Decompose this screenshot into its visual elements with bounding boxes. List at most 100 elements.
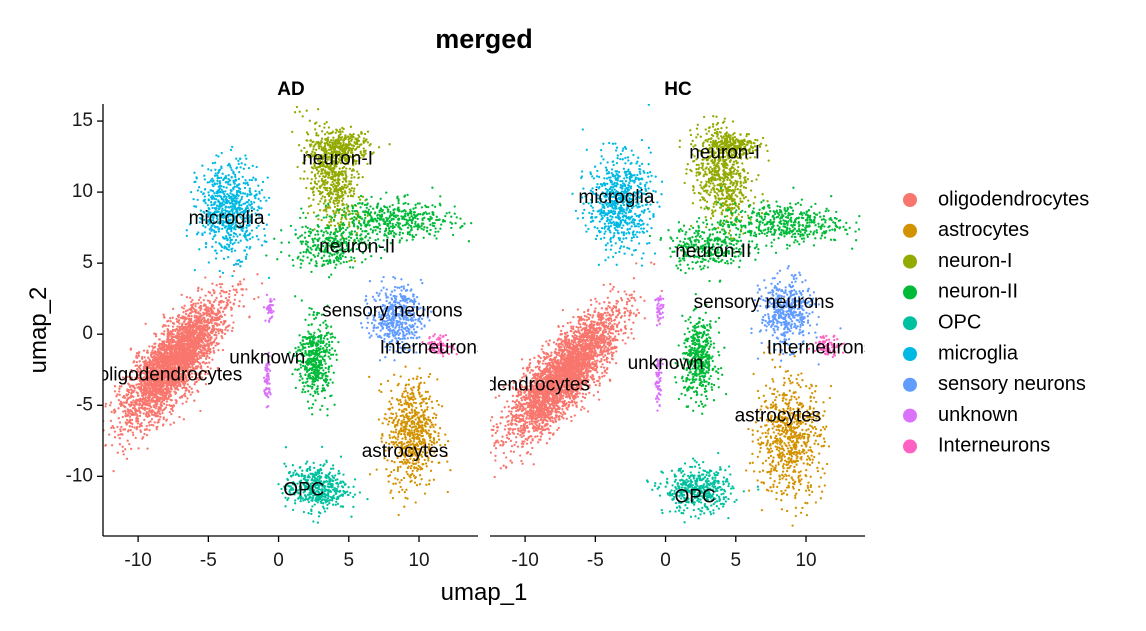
- data-point: [135, 401, 138, 405]
- data-point: [148, 396, 151, 399]
- data-point: [215, 154, 218, 157]
- data-point: [397, 206, 400, 209]
- data-point: [207, 340, 210, 343]
- data-point: [153, 421, 156, 424]
- data-point: [136, 409, 139, 412]
- data-point: [172, 404, 175, 407]
- data-point: [193, 314, 196, 317]
- data-point: [184, 359, 187, 362]
- data-point: [227, 232, 230, 235]
- data-point: [207, 261, 210, 264]
- data-point: [171, 348, 174, 351]
- data-point: [191, 365, 194, 368]
- data-point: [183, 392, 187, 395]
- data-point: [228, 202, 232, 205]
- data-point: [180, 340, 183, 343]
- data-point: [125, 399, 129, 402]
- data-point: [199, 306, 202, 310]
- data-point: [196, 317, 200, 320]
- data-point: [159, 347, 162, 351]
- data-point: [305, 109, 308, 112]
- data-point: [357, 172, 360, 176]
- data-point: [165, 400, 168, 403]
- data-point: [336, 202, 339, 205]
- data-point: [353, 260, 357, 263]
- data-point: [403, 223, 407, 227]
- data-point: [218, 300, 221, 304]
- data-point: [218, 269, 221, 273]
- data-point: [231, 274, 234, 278]
- data-point: [226, 325, 229, 328]
- data-point: [176, 343, 179, 346]
- data-point: [136, 394, 140, 397]
- data-point: [146, 415, 149, 418]
- data-point: [356, 142, 359, 146]
- data-point: [121, 450, 125, 453]
- data-point: [237, 162, 240, 166]
- data-point: [166, 320, 169, 323]
- data-point: [229, 233, 233, 237]
- data-point: [385, 191, 388, 194]
- data-point: [352, 132, 355, 136]
- data-point: [211, 310, 214, 313]
- data-point: [110, 410, 113, 414]
- data-point: [397, 210, 401, 213]
- data-point: [356, 183, 359, 187]
- data-point: [255, 165, 258, 169]
- data-point: [259, 199, 262, 203]
- data-point: [233, 241, 236, 244]
- data-point: [169, 320, 172, 323]
- data-point: [384, 227, 388, 230]
- data-point: [118, 390, 121, 393]
- data-point: [162, 398, 165, 402]
- data-point: [302, 211, 305, 215]
- data-point: [157, 360, 161, 363]
- data-point: [138, 425, 141, 428]
- data-point: [153, 411, 157, 414]
- data-point: [151, 413, 154, 416]
- data-point: [193, 399, 196, 402]
- data-point: [353, 230, 357, 233]
- data-point: [177, 357, 180, 361]
- data-point: [327, 194, 331, 197]
- data-point: [350, 138, 354, 141]
- data-point: [177, 361, 180, 364]
- data-point: [230, 250, 233, 253]
- data-point: [216, 318, 220, 322]
- chart-title: merged: [435, 24, 533, 54]
- data-point: [135, 356, 138, 359]
- data-point: [120, 425, 123, 429]
- data-point: [253, 297, 256, 301]
- data-point: [428, 232, 431, 235]
- data-point: [157, 352, 161, 356]
- data-point: [203, 188, 207, 191]
- data-point: [213, 174, 217, 177]
- data-point: [344, 136, 348, 139]
- data-point: [169, 354, 173, 357]
- data-point: [213, 192, 216, 195]
- data-point: [110, 426, 113, 430]
- data-point: [303, 170, 306, 173]
- data-point: [340, 216, 344, 219]
- data-point: [334, 144, 337, 148]
- data-point: [213, 201, 216, 204]
- data-point: [409, 224, 413, 228]
- data-point: [180, 351, 184, 354]
- data-point: [358, 135, 361, 138]
- data-point: [323, 183, 326, 186]
- data-point: [419, 213, 422, 216]
- data-point: [199, 334, 203, 337]
- data-point: [224, 190, 227, 193]
- data-point: [145, 433, 149, 437]
- points-ad: [103, 105, 473, 524]
- data-point: [326, 143, 329, 146]
- data-point: [257, 296, 260, 299]
- data-point: [185, 353, 188, 357]
- data-point: [188, 346, 192, 349]
- data-point: [317, 189, 320, 193]
- data-point: [369, 228, 372, 231]
- data-point: [170, 371, 173, 374]
- data-point: [198, 355, 202, 359]
- data-point: [238, 201, 241, 204]
- data-point: [305, 139, 308, 142]
